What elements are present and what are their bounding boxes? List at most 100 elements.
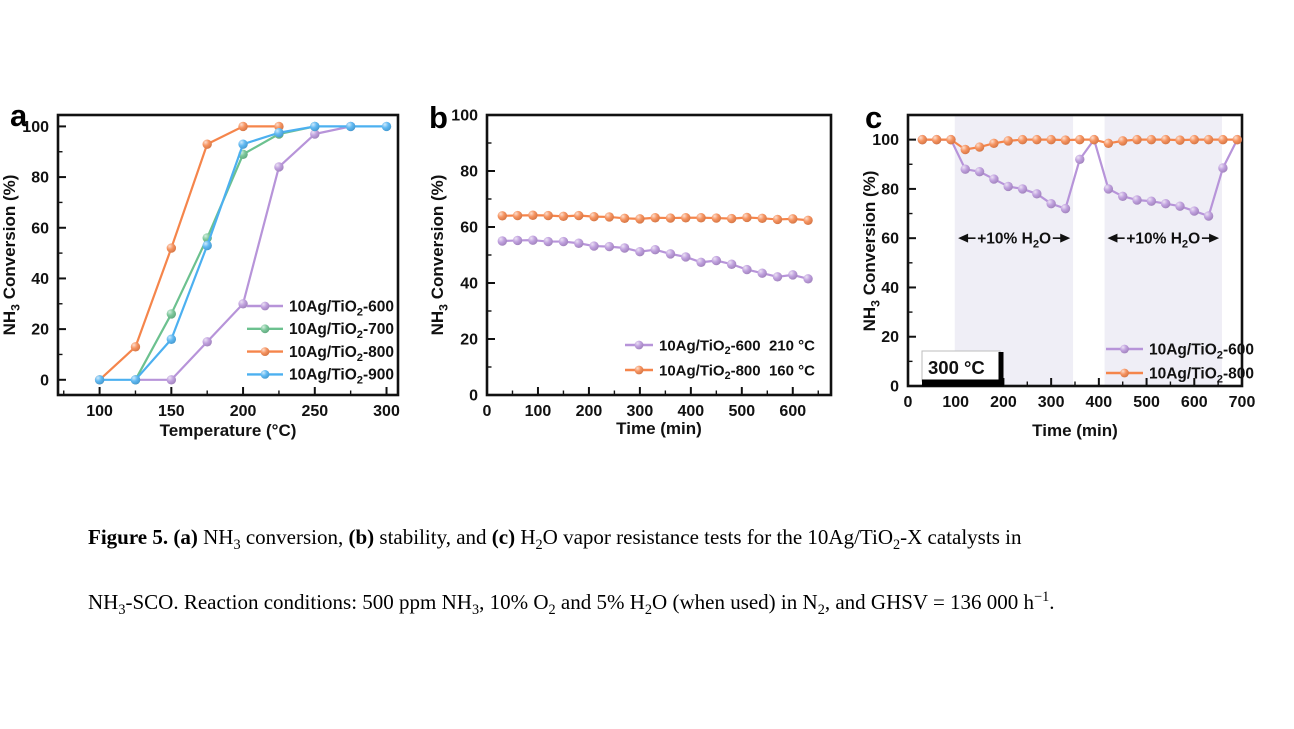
data-point-marker (238, 139, 248, 149)
data-point-marker (166, 334, 177, 344)
legend-label: 10Ag/TiO2-600 (289, 298, 394, 318)
caption-line-2: NH3-SCO. Reaction conditions: 500 ppm NH… (88, 589, 1055, 619)
data-point-marker (788, 214, 798, 224)
legend-item: 10Ag/TiO2-800 160 °C (625, 362, 815, 382)
x-tick-label: 100 (525, 403, 552, 420)
y-tick-label: 80 (31, 170, 49, 187)
annotation-water-dose: +10% H2O (958, 231, 1071, 251)
plot-area-box (906, 113, 1244, 388)
data-point-marker (665, 249, 676, 259)
data-point-marker (604, 241, 615, 252)
data-point-marker (543, 236, 553, 247)
x-axis-title: Time (min) (1032, 421, 1118, 440)
temperature-box-label: 300 °C (921, 350, 1004, 387)
x-tick-label: 600 (1181, 394, 1208, 411)
data-point-marker (1118, 136, 1128, 146)
legend-item: 10Ag/TiO2-700 (247, 321, 394, 341)
data-point-marker (742, 264, 752, 275)
chart-nh3-conversion-vs-temperature: 100 150 200 250 300 0 20 40 60 80 100 10Ag/TiO2-600… (0, 113, 400, 440)
y-axis-title: NH3 Conversion (%) (0, 175, 22, 336)
data-point-marker (635, 214, 645, 224)
data-point-marker (1060, 135, 1071, 145)
data-point-marker (166, 309, 177, 319)
chart-water-vapor-resistance-vs-time: 0 100 200 300 400 500 600 700 0 20 40 60 80 100 +10% H… (860, 113, 1256, 440)
legend-label: 10Ag/TiO2-600 (1149, 341, 1254, 361)
x-tick-label: 100 (86, 403, 113, 420)
data-point-marker (558, 211, 569, 222)
y-tick-label: 0 (40, 372, 49, 389)
data-point-marker (558, 236, 569, 247)
data-point-marker (381, 121, 392, 132)
legend-label: 10Ag/TiO2-600 210 °C (659, 337, 815, 357)
data-point-marker (1046, 134, 1056, 145)
data-point-marker (757, 213, 767, 224)
annotation-label: +10% H2O (1126, 231, 1200, 251)
series-2 (917, 134, 1242, 155)
data-point-marker (1060, 203, 1071, 214)
y-tick-label: 80 (460, 164, 478, 181)
x-tick-label: 0 (483, 403, 492, 420)
arrowhead-right-icon (1060, 233, 1071, 243)
y-axis-title: NH3 Conversion (%) (860, 171, 882, 332)
y-tick-label: 40 (460, 276, 478, 293)
data-point-marker (772, 214, 783, 225)
data-point-marker (604, 212, 615, 222)
data-point-marker (635, 246, 645, 257)
legend-label: 10Ag/TiO2-800 (289, 344, 394, 364)
data-point-marker (202, 240, 212, 251)
data-point-marker (960, 144, 970, 155)
data-point-marker (1032, 189, 1042, 199)
y-tick-label: 60 (881, 231, 899, 248)
data-point-marker (574, 210, 584, 221)
legend-marker (634, 365, 644, 375)
legend-marker (260, 370, 270, 379)
x-tick-label: 600 (779, 403, 806, 420)
data-point-marker (946, 134, 956, 145)
data-point-marker (310, 121, 320, 132)
x-tick-label: 300 (373, 403, 400, 420)
data-point-marker (619, 243, 630, 253)
legend-item: 10Ag/TiO2-600 210 °C (625, 337, 815, 357)
water-dosing-band (1104, 115, 1222, 386)
data-point-marker (650, 244, 660, 255)
legend-marker (260, 347, 270, 356)
data-point-marker (1146, 134, 1157, 145)
data-point-marker (989, 138, 999, 149)
y-tick-label: 0 (890, 379, 899, 396)
y-axis-title: NH3 Conversion (%) (428, 175, 450, 336)
x-tick-label: 200 (990, 394, 1017, 411)
legend-marker (1120, 344, 1129, 354)
data-point-marker (202, 337, 212, 347)
data-point-marker (274, 162, 284, 172)
legend-label: 10Ag/TiO2-900 (289, 367, 394, 387)
data-point-marker (1075, 134, 1085, 145)
y-tick-label: 60 (31, 220, 49, 237)
data-point-marker (1160, 198, 1171, 209)
data-point-marker (166, 243, 177, 253)
x-tick-label: 700 (1229, 394, 1256, 411)
x-axis-title: Time (min) (616, 419, 702, 438)
data-point-marker (345, 121, 356, 132)
data-point-marker (681, 252, 691, 262)
data-point-marker (803, 215, 813, 225)
data-point-marker (497, 211, 507, 221)
x-axis-title: Temperature (°C) (160, 421, 297, 440)
y-tick-label: 40 (31, 271, 49, 288)
data-point-marker (1175, 135, 1185, 145)
x-tick-label: 200 (576, 403, 603, 420)
series-line (99, 125, 387, 381)
series-line (98, 125, 279, 381)
x-tick-label: 300 (627, 403, 654, 420)
legend-item: 10Ag/TiO2-600 (247, 298, 394, 318)
legend-item: 10Ag/TiO2-800 (247, 344, 394, 364)
annotation-label: +10% H2O (977, 231, 1051, 251)
data-point-marker (1017, 184, 1028, 194)
series-line (134, 125, 316, 381)
arrowhead-left-icon (958, 233, 969, 243)
data-point-marker (528, 235, 538, 245)
y-tick-label: 20 (31, 322, 49, 339)
panel-label-a: a (10, 98, 28, 133)
x-tick-label: 400 (678, 403, 705, 420)
data-point-marker (1003, 181, 1013, 192)
data-point-marker (543, 210, 553, 221)
